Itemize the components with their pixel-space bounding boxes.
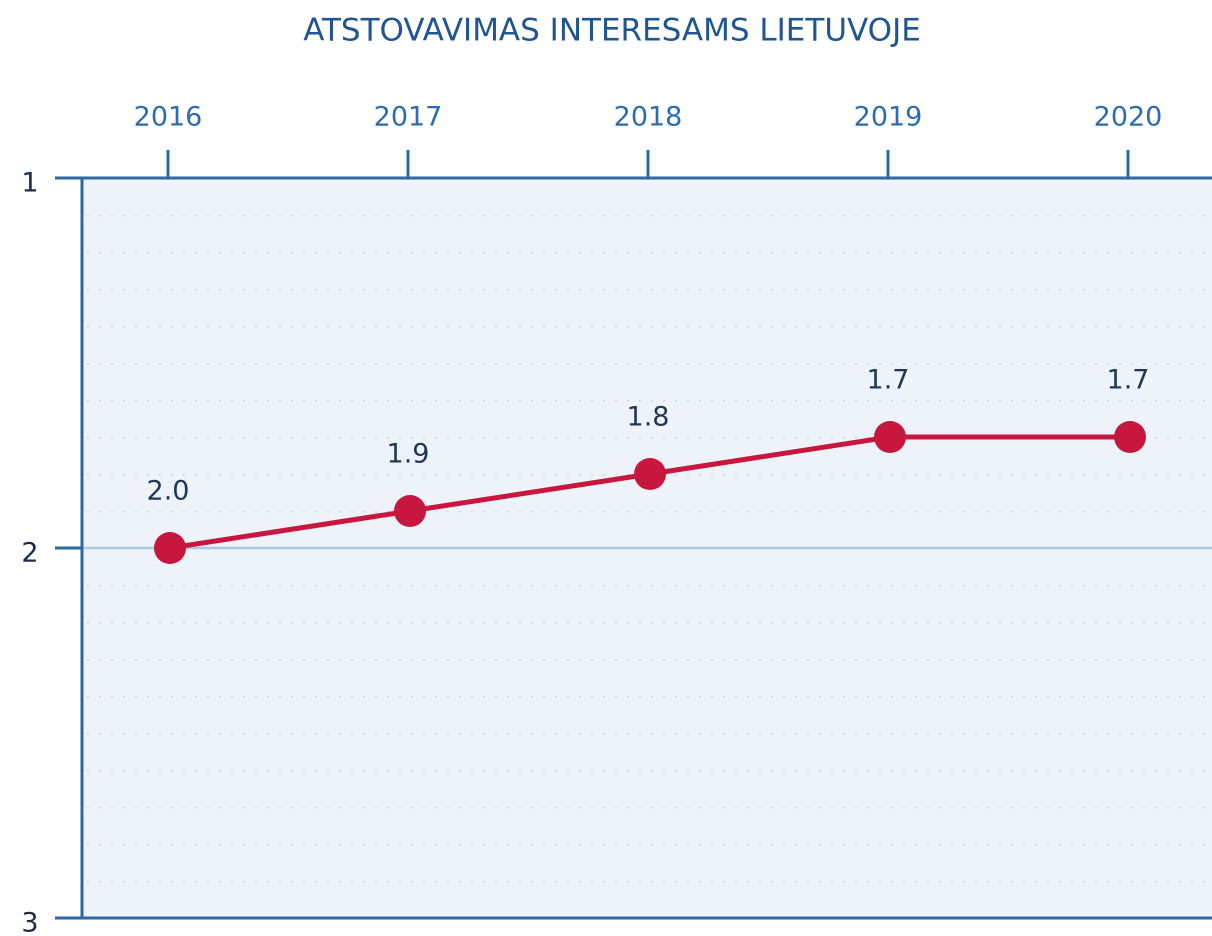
data-point: [874, 421, 906, 453]
x-tick-label: 2017: [374, 102, 443, 133]
data-point: [154, 532, 186, 564]
data-label: 1.9: [387, 439, 430, 470]
data-label: 1.8: [627, 402, 670, 433]
x-tick-label: 2016: [134, 102, 203, 133]
y-tick-label: 3: [21, 908, 38, 936]
x-tick-label: 2019: [854, 102, 923, 133]
data-point: [394, 495, 426, 527]
y-tick-label: 1: [21, 168, 38, 199]
x-tick-label: 2020: [1094, 102, 1163, 133]
data-label: 1.7: [1107, 365, 1150, 396]
chart-title: ATSTOVAVIMAS INTERESAMS LIETUVOJE: [303, 13, 921, 49]
data-label: 1.7: [867, 365, 910, 396]
x-tick-label: 2018: [614, 102, 683, 133]
y-tick-label: 2: [21, 538, 38, 569]
data-label: 2.0: [147, 476, 190, 507]
data-point: [1114, 421, 1146, 453]
data-point: [634, 458, 666, 490]
